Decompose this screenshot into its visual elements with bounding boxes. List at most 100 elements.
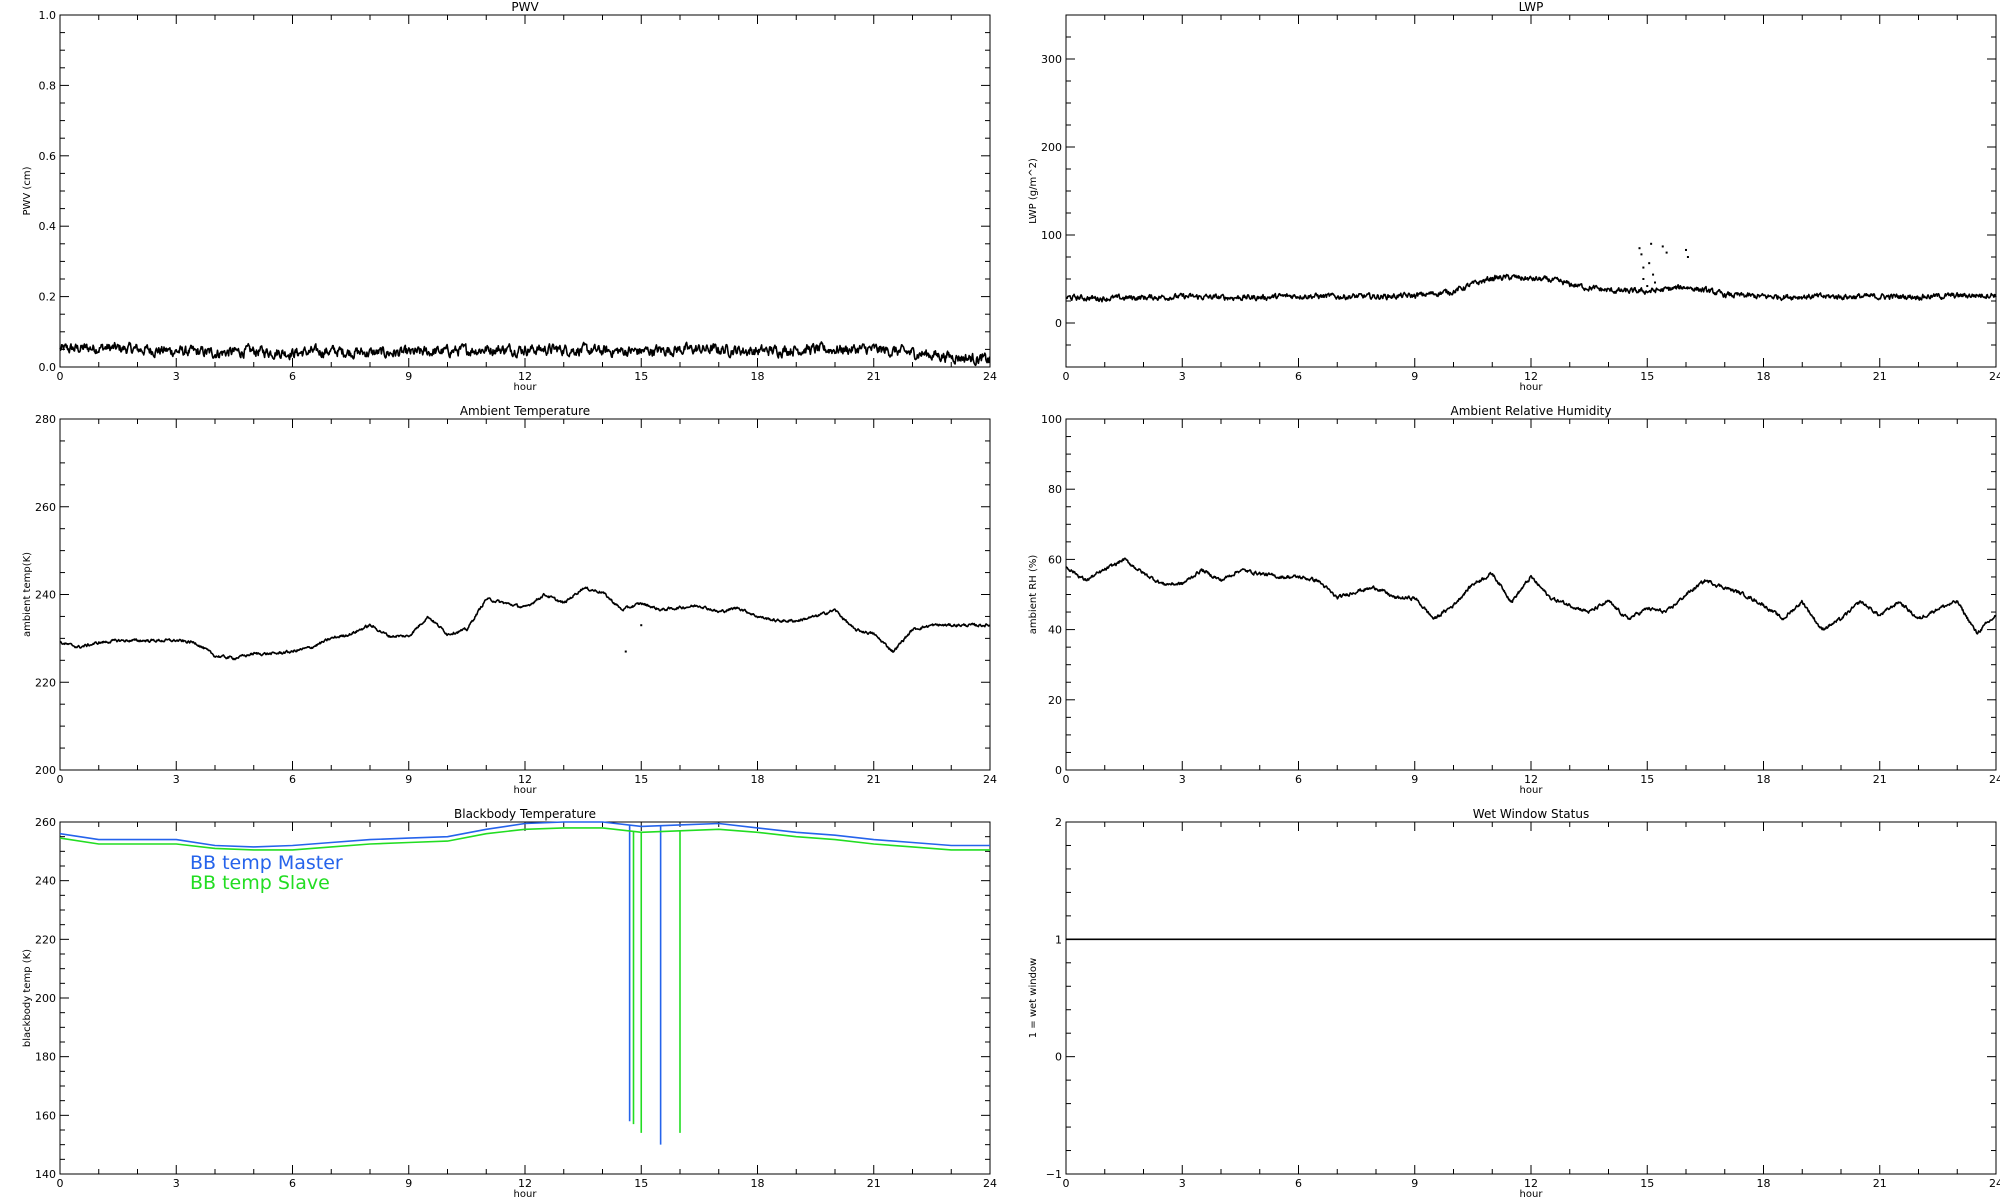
x-tick-label: 15 bbox=[1640, 370, 1654, 383]
x-tick-label: 3 bbox=[1179, 773, 1186, 786]
plot-frame bbox=[59, 14, 991, 368]
y-tick-label: 300 bbox=[1041, 53, 1062, 66]
series-line bbox=[59, 586, 991, 661]
y-tick-label: 160 bbox=[35, 1109, 56, 1122]
x-tick-label: 15 bbox=[1640, 773, 1654, 786]
y-tick-label: 2 bbox=[1055, 816, 1062, 829]
x-axis-label: hour bbox=[1520, 1189, 1544, 1200]
x-tick-label: 24 bbox=[1989, 370, 2000, 383]
x-tick-label: 3 bbox=[173, 773, 180, 786]
y-axis-label: blackbody temp (K) bbox=[22, 949, 33, 1047]
x-tick-label: 24 bbox=[1989, 773, 2000, 786]
x-tick-label: 0 bbox=[57, 773, 64, 786]
x-tick-label: 9 bbox=[1411, 1177, 1418, 1190]
x-tick-label: 0 bbox=[1063, 1177, 1070, 1190]
x-axis-label: hour bbox=[1520, 785, 1544, 796]
chart-lwp: LWP 0 3 6 9 12 15 18 21 24 hour 0 100 200 300 LWP (g/m^… bbox=[1028, 0, 2000, 393]
x-tick-label: 9 bbox=[1411, 370, 1418, 383]
x-tick-label: 9 bbox=[405, 1177, 412, 1190]
y-tick-label: 220 bbox=[35, 933, 56, 946]
y-tick-label: 0.2 bbox=[39, 291, 57, 304]
series-line bbox=[59, 821, 990, 848]
x-tick-label: 15 bbox=[1640, 1177, 1654, 1190]
x-tick-label: 18 bbox=[751, 773, 765, 786]
y-axis-label: ambient temp(K) bbox=[22, 552, 33, 637]
y-tick-label: 1.0 bbox=[39, 9, 57, 22]
data-point bbox=[1661, 245, 1664, 248]
x-tick-label: 21 bbox=[867, 773, 881, 786]
data-point bbox=[1638, 247, 1641, 250]
x-tick-label: 24 bbox=[983, 1177, 997, 1190]
data-point bbox=[1654, 281, 1656, 284]
y-tick-label: 200 bbox=[35, 992, 56, 1005]
data-point bbox=[1652, 273, 1655, 276]
y-tick-label: 220 bbox=[35, 676, 56, 689]
x-tick-label: 3 bbox=[1179, 1177, 1186, 1190]
chart-title: Ambient Temperature bbox=[460, 404, 590, 418]
y-tick-label: 0.6 bbox=[39, 150, 57, 163]
y-tick-label: 20 bbox=[1048, 694, 1062, 707]
x-tick-label: 21 bbox=[867, 1177, 881, 1190]
series-line bbox=[59, 341, 991, 367]
y-tick-label: 180 bbox=[35, 1051, 56, 1064]
y-tick-label: 40 bbox=[1048, 624, 1062, 637]
data-point bbox=[1646, 285, 1649, 288]
y-tick-label: 100 bbox=[1041, 413, 1062, 426]
x-tick-label: 24 bbox=[1989, 1177, 2000, 1190]
y-tick-label: 1 bbox=[1055, 933, 1062, 946]
y-axis-label: 1 = wet window bbox=[1028, 958, 1039, 1038]
chart-title: PWV bbox=[511, 0, 539, 14]
x-tick-label: 15 bbox=[634, 773, 648, 786]
x-tick-label: 15 bbox=[634, 1177, 648, 1190]
chart-ambient-temperature: Ambient Temperature 0 3 6 9 12 15 18 21 24 hour 200… bbox=[22, 404, 997, 796]
x-tick-label: 12 bbox=[518, 370, 532, 383]
x-tick-label: 18 bbox=[1757, 1177, 1771, 1190]
data-point bbox=[640, 624, 643, 627]
x-tick-label: 9 bbox=[405, 773, 412, 786]
x-tick-label: 9 bbox=[405, 370, 412, 383]
x-tick-label: 12 bbox=[1524, 370, 1538, 383]
x-axis-label: hour bbox=[1520, 382, 1544, 393]
x-tick-label: 21 bbox=[1873, 773, 1887, 786]
y-tick-label: 0.4 bbox=[39, 220, 57, 233]
plot-frame bbox=[59, 418, 991, 771]
x-tick-label: 12 bbox=[1524, 773, 1538, 786]
data-point bbox=[1650, 242, 1653, 245]
y-tick-label: 0.8 bbox=[39, 79, 57, 92]
chart-title: LWP bbox=[1519, 0, 1544, 14]
data-point bbox=[1642, 266, 1645, 269]
chart-ambient-relative-humidity: Ambient Relative Humidity 0 3 6 9 12 15 18 21 24 h… bbox=[1028, 404, 2000, 796]
x-tick-label: 18 bbox=[751, 370, 765, 383]
x-tick-label: 21 bbox=[867, 370, 881, 383]
x-tick-label: 9 bbox=[1411, 773, 1418, 786]
x-tick-label: 21 bbox=[1873, 1177, 1887, 1190]
y-tick-label: 200 bbox=[35, 764, 56, 777]
x-tick-label: 3 bbox=[173, 370, 180, 383]
data-point bbox=[1640, 253, 1643, 256]
x-tick-label: 12 bbox=[1524, 1177, 1538, 1190]
x-tick-label: 21 bbox=[1873, 370, 1887, 383]
plot-frame bbox=[1065, 14, 1997, 368]
y-tick-label: 200 bbox=[1041, 141, 1062, 154]
data-point bbox=[624, 650, 627, 653]
x-axis-label: hour bbox=[514, 785, 538, 796]
x-tick-label: 12 bbox=[518, 1177, 532, 1190]
data-point bbox=[1665, 251, 1668, 254]
data-point bbox=[1685, 248, 1687, 251]
y-tick-label: 240 bbox=[35, 589, 56, 602]
x-tick-label: 6 bbox=[1295, 1177, 1302, 1190]
x-tick-label: 15 bbox=[634, 370, 648, 383]
x-tick-label: 3 bbox=[173, 1177, 180, 1190]
chart-blackbody-temperature: Blackbody Temperature 0 3 6 9 12 15 18 21 24 hour 1… bbox=[22, 807, 997, 1200]
chart-title: Wet Window Status bbox=[1473, 807, 1589, 821]
x-tick-label: 6 bbox=[289, 773, 296, 786]
x-tick-label: 6 bbox=[1295, 370, 1302, 383]
x-tick-label: 18 bbox=[751, 1177, 765, 1190]
y-tick-label: 260 bbox=[35, 501, 56, 514]
series-line bbox=[1065, 557, 1997, 635]
data-point bbox=[1686, 256, 1689, 258]
x-tick-label: 12 bbox=[518, 773, 532, 786]
x-tick-label: 18 bbox=[1757, 773, 1771, 786]
y-tick-label: 260 bbox=[35, 816, 56, 829]
